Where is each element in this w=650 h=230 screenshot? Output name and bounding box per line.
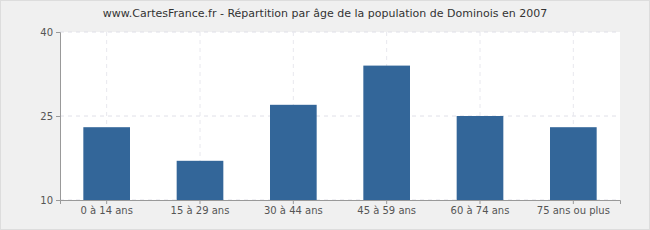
axis-line (56, 33, 61, 201)
bar (363, 66, 410, 200)
bar (270, 105, 317, 200)
grid-line (60, 32, 620, 33)
x-tick-label: 45 à 59 ans (357, 205, 416, 216)
x-tick: 0 à 14 ans (80, 200, 132, 216)
axis-line (61, 201, 621, 205)
x-tick-mark (293, 200, 294, 204)
x-tick: 30 à 44 ans (264, 200, 323, 216)
bar (550, 127, 597, 200)
x-axis: 0 à 14 ans 15 à 29 ans 30 à 44 ans 45 à 59 … (61, 200, 621, 216)
title: www.CartesFrance.fr - Répartition par âg… (103, 7, 548, 20)
bar (83, 127, 130, 200)
x-tick-label: 60 à 74 ans (451, 205, 510, 216)
y-tick: 25 (40, 111, 60, 122)
x-tick-label: 75 ans ou plus (537, 205, 610, 216)
y-axis: 10 25 40 (40, 27, 60, 206)
x-tick-mark (573, 200, 574, 204)
x-tick-mark (386, 200, 387, 204)
x-tick: 45 à 59 ans (357, 200, 416, 216)
x-tick-label: 0 à 14 ans (80, 205, 132, 216)
y-tick: 40 (40, 27, 60, 38)
x-tick-mark (106, 200, 107, 204)
x-tick-label: 15 à 29 ans (171, 205, 230, 216)
x-tick-label: 30 à 44 ans (264, 205, 323, 216)
background (1, 1, 650, 230)
x-tick: 60 à 74 ans (451, 200, 510, 216)
y-tick-label: 10 (40, 195, 53, 206)
chart: www.CartesFrance.fr - Répartition par âg… (0, 0, 650, 230)
bar (177, 161, 224, 200)
y-tick-label: 25 (40, 111, 53, 122)
grid-line (60, 116, 620, 117)
y-tick-mark (56, 32, 60, 33)
bar (457, 116, 504, 200)
bars (83, 66, 596, 200)
x-tick-mark (200, 200, 201, 204)
y-tick-label: 40 (40, 27, 53, 38)
y-tick: 10 (40, 195, 60, 206)
y-tick-mark (56, 200, 60, 201)
plot: 10 25 40 0 à 14 ans 15 à 29 ans 30 à 44 ans 45… (40, 27, 620, 216)
x-tick: 75 ans ou plus (537, 200, 610, 216)
plot-area (60, 32, 620, 200)
y-tick-mark (56, 116, 60, 117)
x-tick: 15 à 29 ans (171, 200, 230, 216)
x-tick-mark (480, 200, 481, 204)
